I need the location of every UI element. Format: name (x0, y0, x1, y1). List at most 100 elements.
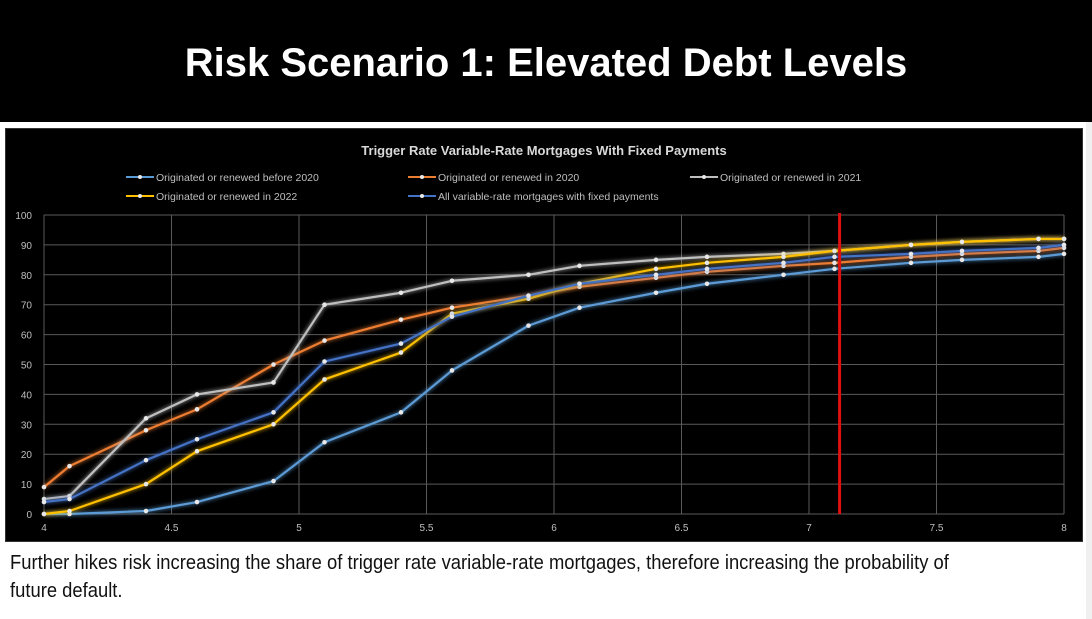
data-point (322, 439, 327, 445)
legend-label: Originated or renewed in 2022 (156, 191, 297, 203)
data-point (143, 457, 149, 463)
data-point (143, 508, 149, 514)
data-point (194, 436, 200, 442)
data-point (322, 359, 327, 364)
data-point (1036, 236, 1041, 242)
data-point (67, 463, 72, 469)
legend-label: Originated or renewed in 2021 (720, 172, 861, 184)
y-tick-label: 30 (21, 420, 33, 431)
x-tick-label: 7 (806, 523, 812, 534)
data-point (959, 257, 965, 263)
y-tick-label: 60 (21, 331, 33, 342)
data-point (271, 380, 276, 385)
page-title: Risk Scenario 1: Elevated Debt Levels (184, 40, 908, 85)
x-tick-label: 8 (1061, 523, 1067, 534)
data-point (653, 272, 659, 278)
legend-item: Originated or renewed in 2021 (690, 172, 861, 184)
data-point (194, 407, 200, 412)
data-point (704, 260, 710, 266)
x-tick-label: 4.5 (165, 523, 179, 534)
legend-item: Originated or renewed before 2020 (126, 172, 319, 184)
data-point (322, 377, 327, 382)
data-point (1061, 242, 1067, 248)
data-point (526, 293, 531, 299)
y-tick-label: 80 (21, 271, 33, 282)
data-point (704, 266, 710, 272)
chart-title: Trigger Rate Variable-Rate Mortgages Wit… (361, 143, 726, 158)
x-axis: 4 4.5 5 5.5 6 6.5 7 7.5 8 (41, 523, 1067, 534)
data-point (449, 368, 455, 373)
x-tick-label: 7.5 (930, 523, 944, 534)
data-point (653, 290, 659, 296)
y-tick-label: 40 (21, 390, 33, 401)
y-axis: 0 10 20 30 40 50 60 70 80 90 100 (15, 211, 32, 521)
data-point (1036, 254, 1041, 260)
data-point (704, 281, 710, 287)
data-point (832, 266, 837, 272)
data-point (41, 499, 47, 505)
series-line (43, 243, 1065, 504)
line-chart: Trigger Rate Variable-Rate Mortgages Wit… (15, 143, 1067, 534)
data-point (398, 410, 404, 415)
data-point (398, 350, 404, 355)
legend-marker (420, 175, 424, 179)
series-line (43, 237, 1064, 516)
data-point (1036, 245, 1041, 251)
data-point (271, 422, 276, 427)
data-point (398, 341, 404, 346)
data-point (704, 254, 710, 260)
series-4 (41, 236, 1067, 517)
data-point (41, 511, 47, 517)
legend-label: Originated or renewed in 2020 (438, 172, 579, 184)
data-point (449, 305, 455, 310)
legend-item: Originated or renewed in 2020 (408, 172, 579, 184)
data-point (143, 481, 149, 487)
data-point (322, 302, 327, 307)
data-point (526, 272, 531, 278)
legend-marker (420, 194, 424, 198)
caption-text: Further hikes risk increasing the share … (10, 552, 949, 602)
data-point (959, 239, 965, 245)
data-point (449, 314, 455, 319)
series-line (44, 252, 1065, 516)
data-point (271, 410, 276, 415)
legend-marker (138, 194, 142, 198)
title-bar: Risk Scenario 1: Elevated Debt Levels (0, 0, 1092, 122)
data-point (577, 305, 582, 310)
data-point (449, 278, 455, 284)
data-point (832, 260, 837, 266)
y-tick-label: 50 (21, 361, 33, 372)
data-point (143, 416, 149, 421)
legend-item: Originated or renewed in 2022 (126, 191, 297, 203)
data-point (1061, 236, 1067, 242)
data-point (322, 338, 327, 343)
data-point (781, 254, 786, 260)
data-point (908, 251, 914, 257)
data-point (1061, 251, 1067, 257)
data-point (832, 254, 837, 260)
x-tick-label: 6.5 (675, 523, 689, 534)
data-point (781, 272, 786, 278)
data-point (194, 448, 200, 454)
legend-item: All variable-rate mortgages with fixed p… (408, 191, 659, 203)
data-point (41, 484, 47, 490)
data-point (653, 257, 659, 263)
data-point (271, 478, 276, 484)
chart-panel: Trigger Rate Variable-Rate Mortgages Wit… (5, 128, 1083, 542)
data-point (781, 260, 786, 266)
y-tick-label: 90 (21, 241, 33, 252)
y-tick-label: 10 (21, 480, 33, 491)
data-point (67, 496, 72, 502)
y-tick-label: 100 (15, 211, 32, 222)
legend-marker (138, 175, 142, 179)
legend-marker (702, 175, 706, 179)
data-point (143, 427, 149, 433)
data-point (577, 281, 582, 287)
x-tick-label: 6 (551, 523, 557, 534)
data-point (194, 392, 200, 397)
data-point (67, 508, 72, 514)
data-point (271, 362, 276, 367)
series-5 (41, 242, 1067, 505)
data-point (526, 323, 531, 328)
data-point (959, 248, 965, 254)
